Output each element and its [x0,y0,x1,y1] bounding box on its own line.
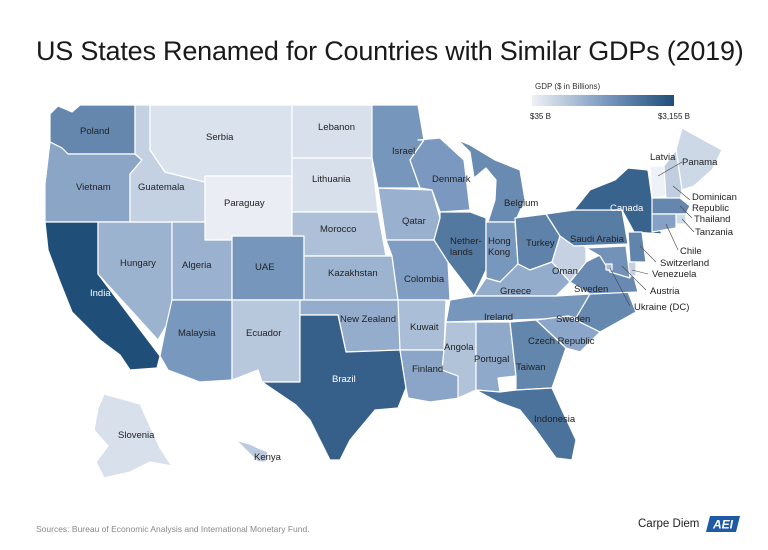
label-tn: Ireland [484,312,513,323]
brand-name: Carpe Diem [638,518,700,530]
state-ma [651,197,691,215]
label-mi: Belgium [504,198,538,209]
label-ia: Qatar [402,216,426,227]
label-fl: Indonesia [534,414,576,425]
label-wy: Paraguay [224,198,265,209]
legend-min-label: $35 B [530,112,551,121]
state-hi [235,439,269,463]
source-note: Sources: Bureau of Economic Analysis and… [36,524,310,534]
label-mn: Israel [392,146,415,157]
leader-line-ma [679,205,693,219]
state-ky [473,261,571,297]
state-mt [149,104,293,183]
state-sd [291,157,379,213]
label-ut: Algeria [182,260,212,271]
legend-max-label: $3,155 B [657,112,690,121]
label-or: Vietnam [76,182,111,193]
label-il: Nether-lands [450,236,482,258]
label-ct: Chile [680,246,702,257]
state-md [585,245,631,279]
state-ri [675,213,687,225]
label-ms: Angola [444,342,474,353]
label-ri: Tanzania [695,227,734,238]
label-mt: Serbia [206,132,234,143]
label-al: Portugal [474,354,509,365]
state-nj [627,231,647,263]
leader-line-dc [609,267,631,307]
state-nm [231,299,301,383]
label-az: Malaysia [178,328,216,339]
label-nm: Ecuador [246,328,281,339]
label-nd: Lebanon [318,122,355,133]
label-de: Venezuela [652,269,697,280]
state-ia [377,187,441,241]
label-pa: Saudi Arabia [570,234,625,245]
state-sc [535,315,601,353]
label-mo: Colombia [404,274,445,285]
leader-line-vt [657,161,683,177]
gdp-legend: GDP ($ in Billions) $35 B $3,155 B [530,82,690,126]
label-ne: Morocco [320,224,356,235]
state-dc [605,263,613,271]
label-nj: Switzerland [660,258,709,269]
label-ga: Taiwan [516,362,546,373]
legend-title: GDP ($ in Billions) [535,82,601,91]
label-wv: Oman [552,266,578,277]
label-hi: Kenya [254,452,282,463]
label-ny: Canada [610,203,644,214]
state-az [159,299,233,383]
label-sc: Czech Republic [528,336,595,347]
state-vt [649,165,667,199]
label-la: Finland [412,364,443,375]
map-title: US States Renamed for Countries with Sim… [36,36,744,66]
label-co: UAE [255,262,275,273]
label-in: Hong Kong [488,236,511,258]
label-ky: Greece [500,286,531,297]
legend-color-ramp [532,95,674,106]
label-ks: Kazakhstan [328,268,378,279]
label-vt: Panama [682,157,718,168]
label-wi: Denmark [432,174,471,185]
label-ok: New Zealand [340,314,396,325]
label-oh: Turkey [526,238,555,249]
state-wi [409,137,471,213]
state-tx [261,314,407,461]
label-md: Austria [650,286,680,297]
leader-line-ct [665,223,679,251]
svg-text:AEI: AEI [712,518,734,532]
label-sd: Lithuania [312,174,351,185]
label-tx: Brazil [332,374,356,385]
label-me: Latvia [650,152,676,163]
leader-line-md [621,265,647,291]
label-wa: Poland [80,126,110,137]
label-dc: Ukraine (DC) [634,302,689,313]
state-ct [651,213,677,233]
label-ak: Slovenia [118,430,155,441]
label-nv: Hungary [120,258,156,269]
label-va: Sweden [574,284,608,295]
state-fl [475,387,577,461]
label-id: Guatemala [138,182,185,193]
label-ca: India [90,288,111,299]
leader-line-nh [672,185,691,201]
label-ma: Thailand [694,214,730,225]
state-ak [93,393,173,479]
label-nc: Sweden [556,314,590,325]
state-nh [663,149,683,201]
leader-line-ri [681,218,695,233]
leader-line-nj [639,245,657,263]
aei-logo-icon: AEI [706,516,740,532]
label-ar: Kuwait [410,322,439,333]
leader-line-de [631,269,649,275]
label-nh: Dominican Republic [692,192,737,214]
